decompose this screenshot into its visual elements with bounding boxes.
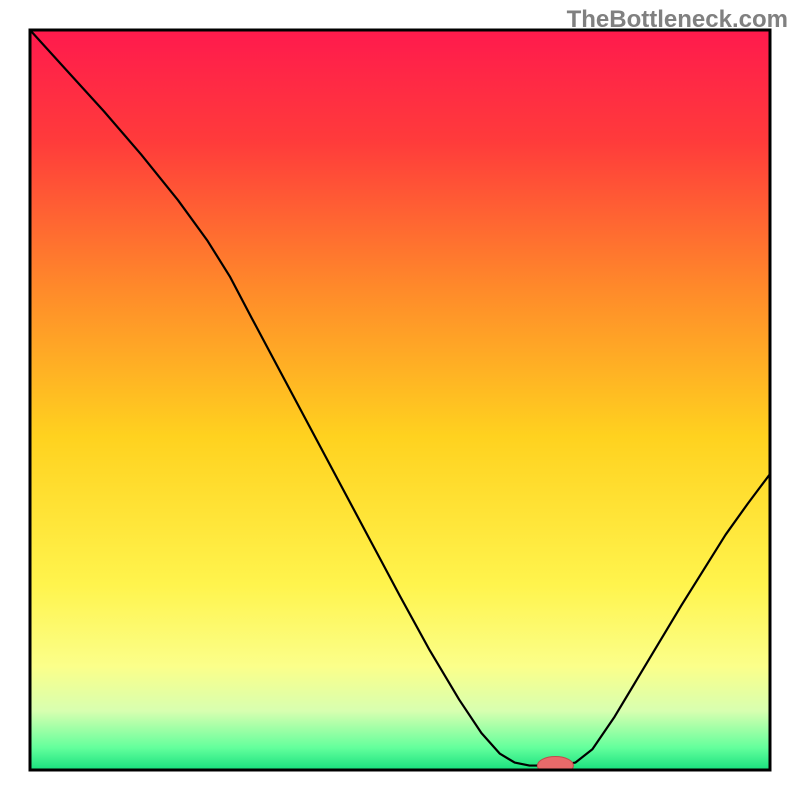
chart-container: TheBottleneck.com xyxy=(0,0,800,800)
bottleneck-chart xyxy=(0,0,800,800)
watermark-text: TheBottleneck.com xyxy=(567,6,788,34)
optimal-marker xyxy=(537,757,573,775)
gradient-background xyxy=(30,30,770,770)
